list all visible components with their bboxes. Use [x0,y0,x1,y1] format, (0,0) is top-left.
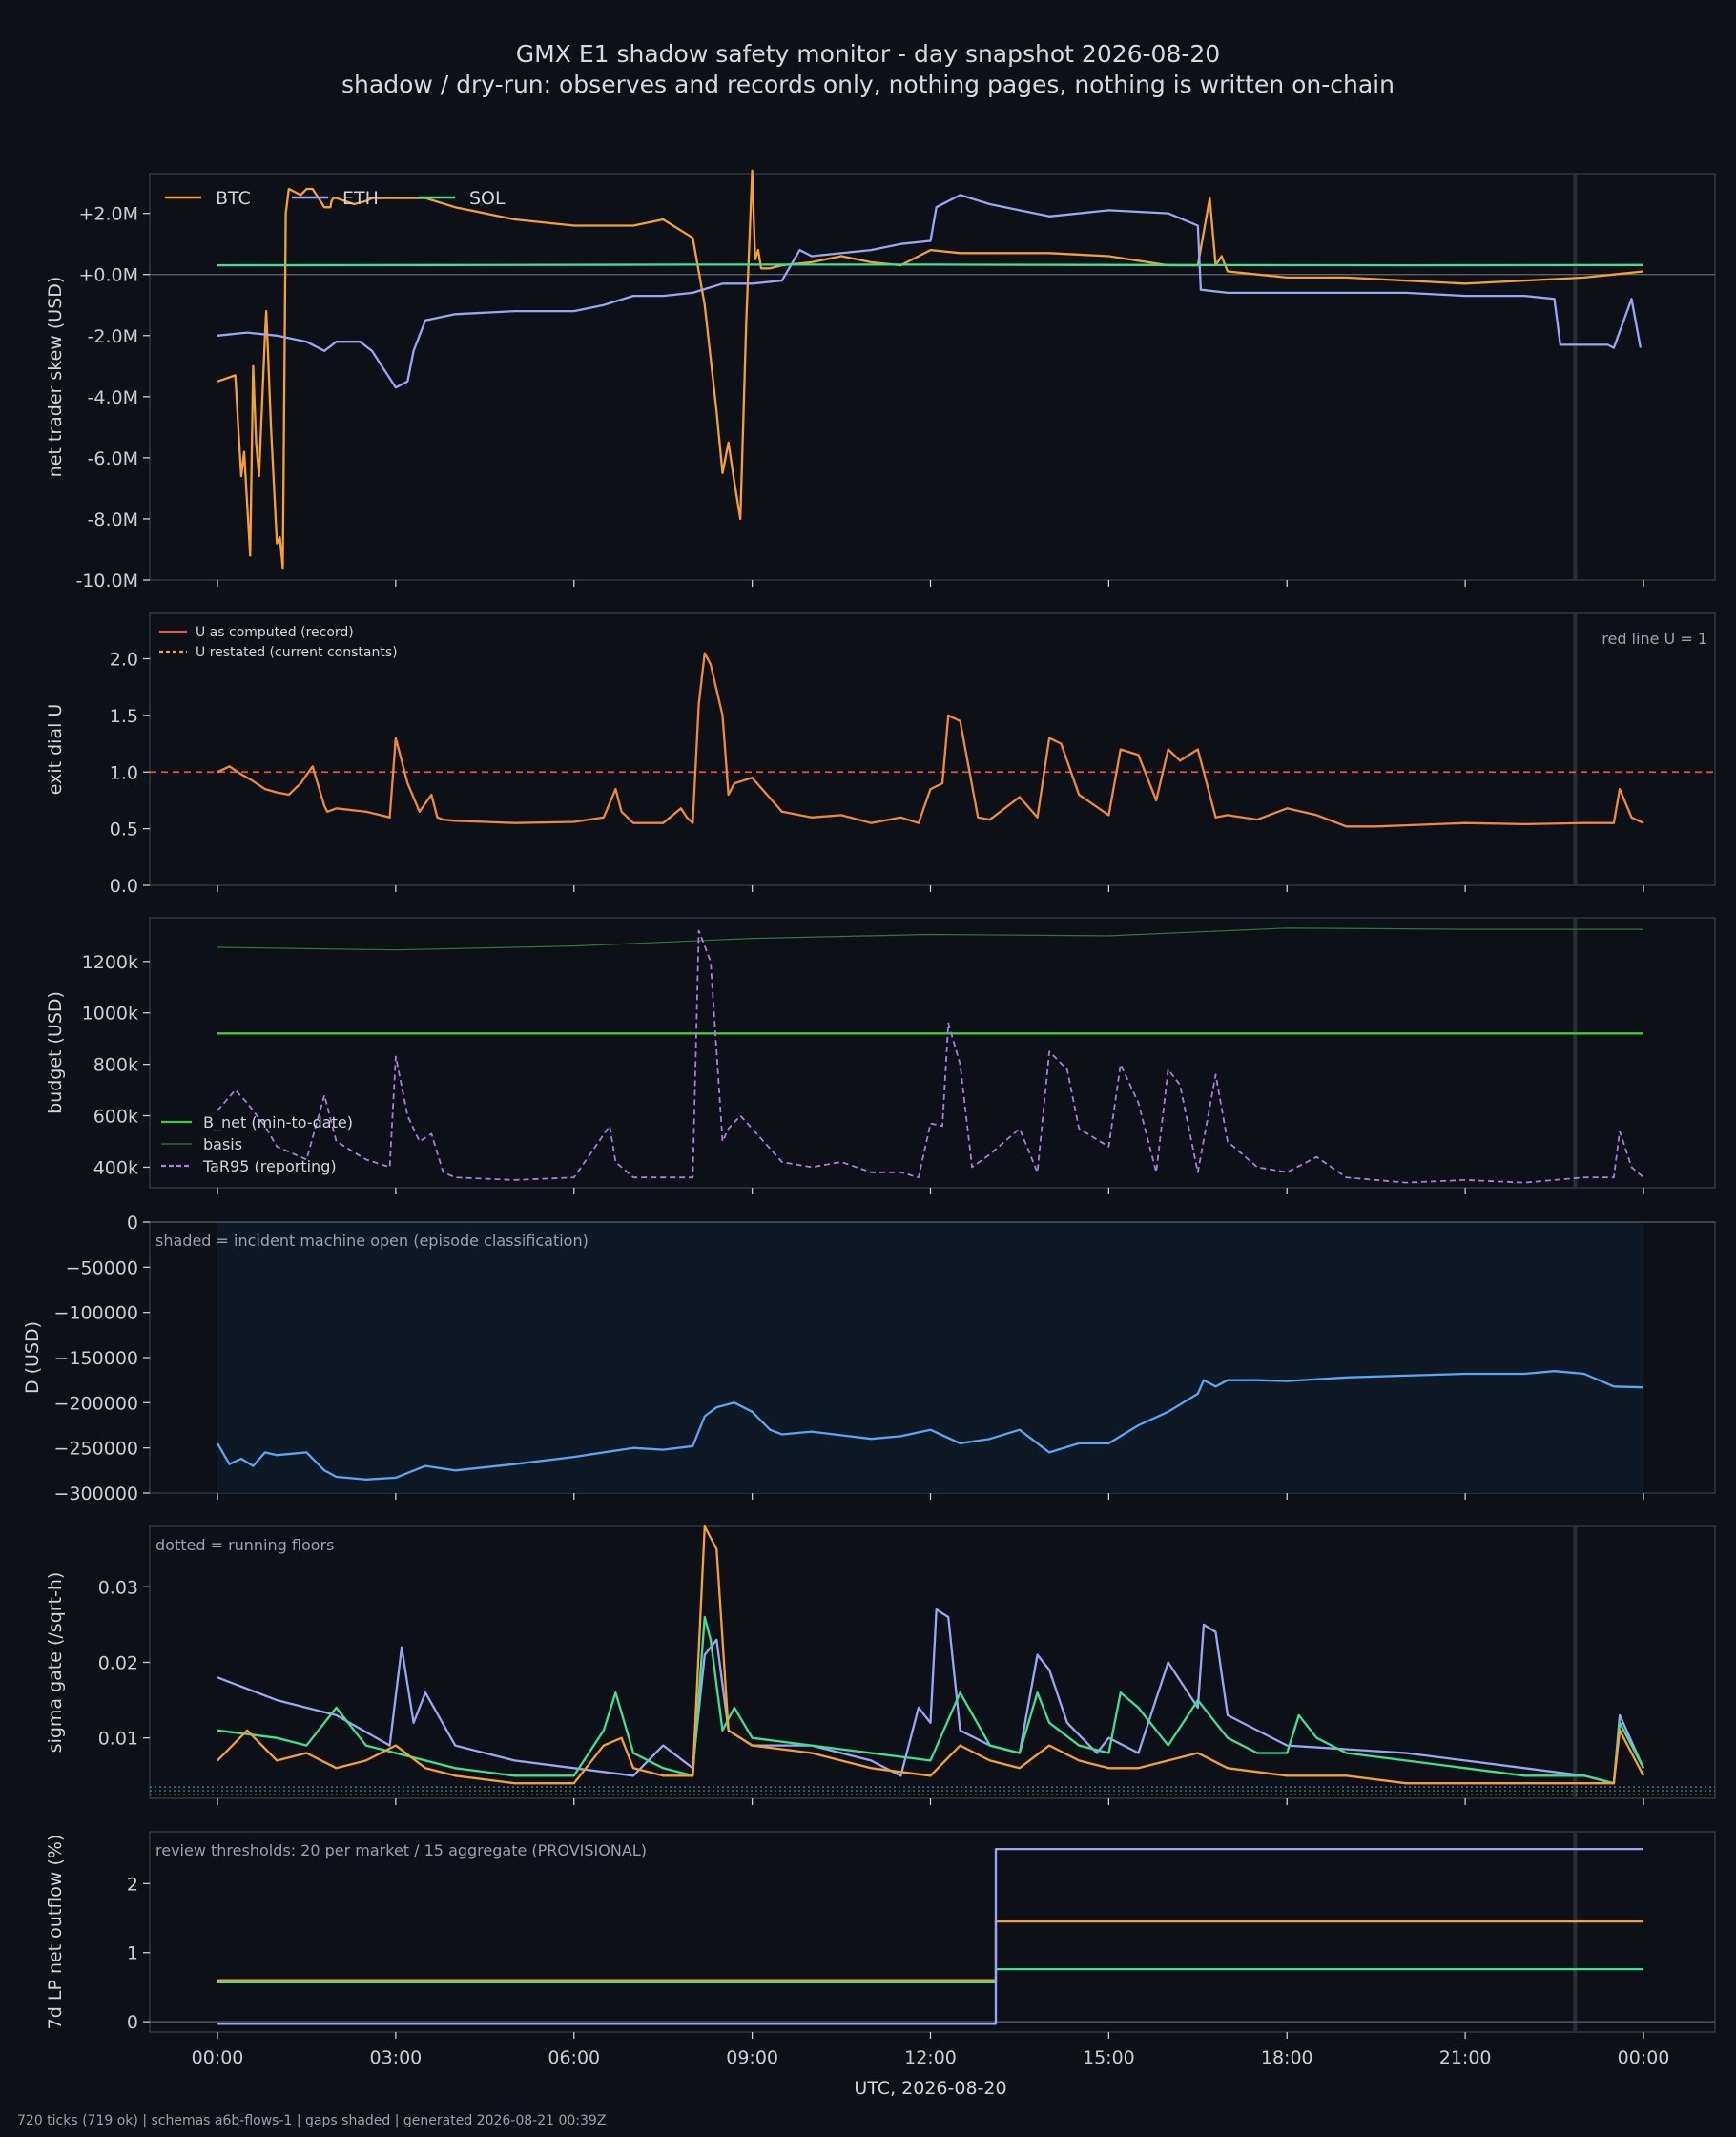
panel-note: review thresholds: 20 per market / 15 ag… [155,1841,647,1859]
x-tick-label: 00:00 [1618,2047,1670,2068]
y-tick-label: 1.5 [110,706,138,727]
x-tick-label: 12:00 [904,2047,957,2068]
chart-title: GMX E1 shadow safety monitor - day snaps… [515,40,1221,68]
y-tick-label: -4.0M [88,387,138,408]
legend-label: U as computed (record) [196,625,354,640]
y-tick-label: 0 [127,2012,138,2033]
series-u [217,652,1644,828]
footer-status: 720 ticks (719 ok) | schemas a6b-flows-1… [17,2113,607,2128]
y-tick-label: 1.0 [110,762,138,783]
series-btc [217,1525,1645,1785]
x-tick-label: 00:00 [192,2047,244,2068]
y-tick-label: +2.0M [78,204,138,225]
panel-budget: 400k 600k 800k 1000k 1200k budget (USD) B_net … [45,917,1716,1194]
legend-label: ETH [342,188,379,209]
panel-note: shaded = incident machine open (episode … [155,1232,589,1250]
y-tick-label: -2.0M [88,326,138,347]
x-tick-label: 15:00 [1083,2047,1135,2068]
y-tick-label: −100000 [54,1303,138,1324]
legend-label: B_net (min-to-date) [203,1113,353,1132]
x-tick-label: 21:00 [1439,2047,1492,2068]
y-axis-title: budget (USD) [45,991,66,1114]
y-axis-title: net trader skew (USD) [45,277,66,478]
panel-sigma: 0.01 0.02 0.03 sigma gate (/sqrt-h) dotted =… [45,1525,1716,1805]
series-eth [217,1608,1645,1785]
panel-note: dotted = running floors [155,1536,334,1554]
redline-label: red line U = 1 [1602,630,1707,648]
y-axis-title: exit dial U [45,704,66,796]
x-tick-label: 18:00 [1261,2047,1313,2068]
series-tar95-reporting- [217,929,1644,1184]
panel-frame [149,612,1716,886]
y-tick-label: -8.0M [88,509,138,530]
x-tick-label: 06:00 [548,2047,600,2068]
panel-exit_dial: 0.0 0.5 1.0 1.5 2.0 exit dial U red line U = 1… [45,612,1716,897]
panel-frame [149,1831,1716,2033]
legend-label: U restated (current constants) [196,645,398,660]
y-tick-label: 600k [93,1107,138,1128]
y-tick-label: 800k [93,1055,138,1076]
y-tick-label: −250000 [54,1439,138,1460]
legend-label: basis [203,1135,242,1153]
y-tick-label: −150000 [54,1348,138,1369]
series-eth [217,194,1643,389]
y-tick-label: 2.0 [110,650,138,671]
y-tick-label: 0.01 [98,1729,138,1750]
panel-frame [149,173,1716,581]
legend-label: TaR95 (reporting) [202,1157,337,1175]
y-tick-label: −200000 [54,1393,138,1414]
chart-subtitle: shadow / dry-run: observes and records o… [341,71,1395,98]
x-tick-label: 09:00 [726,2047,778,2068]
y-axis-title: 7d LP net outflow (%) [45,1835,66,2030]
incident-shading [217,1222,1643,1493]
y-tick-label: 0.5 [110,820,138,840]
y-tick-label: 0.03 [98,1577,138,1598]
y-tick-label: 1000k [82,1004,138,1025]
panel-lp_outflow: 0 1 2 7d LP net outflow (%) review threshold… [45,1831,1716,2099]
series-eth [217,1847,1643,2025]
panel-frame [149,917,1716,1189]
panel-skew: +2.0M +0.0M -2.0M -4.0M -6.0M -8.0M -10.0M net … [45,169,1716,591]
legend-label: SOL [469,188,506,209]
y-tick-label: 0.0 [110,876,138,897]
y-tick-label: 0 [127,1213,138,1234]
legend-label: BTC [216,188,251,209]
y-tick-label: −300000 [54,1483,138,1504]
y-axis-title: D (USD) [22,1321,43,1394]
x-axis-title: UTC, 2026-08-20 [854,2078,1006,2099]
y-tick-label: -10.0M [75,571,138,591]
y-tick-label: -6.0M [88,448,138,469]
x-tick-label: 03:00 [369,2047,422,2068]
series-sol [217,1615,1645,1785]
y-tick-label: 1200k [82,952,138,973]
y-tick-label: 400k [93,1157,138,1178]
y-tick-label: +0.0M [78,265,138,286]
panel-drawdown: 0 −50000 −100000 −150000 −200000 −250000 −3000… [22,1213,1716,1504]
panel-frame [149,1525,1716,1799]
series-d [217,1370,1644,1481]
y-tick-label: −50000 [66,1257,138,1278]
y-tick-label: 2 [127,1874,138,1895]
series-basis [217,927,1643,951]
y-tick-label: 0.02 [98,1653,138,1674]
y-tick-label: 1 [127,1943,138,1964]
series-sol [217,263,1644,267]
y-axis-title: sigma gate (/sqrt-h) [45,1572,66,1753]
